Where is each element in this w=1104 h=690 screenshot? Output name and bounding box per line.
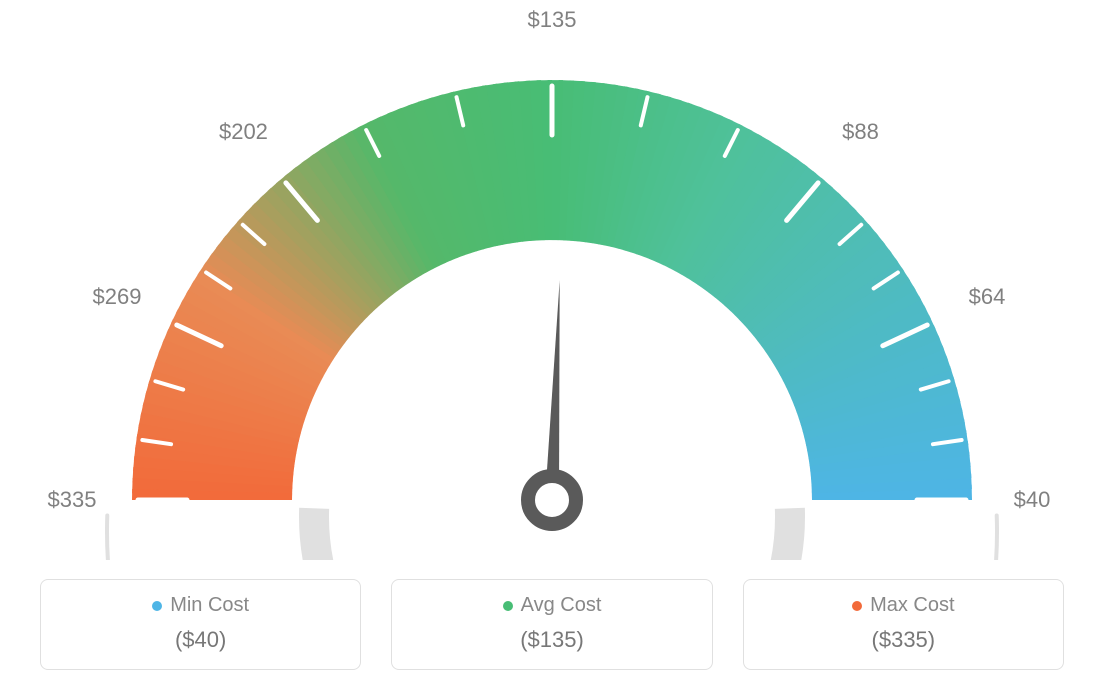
legend-avg-dot: [503, 601, 513, 611]
legend-card-avg: Avg Cost ($135): [391, 579, 712, 670]
legend-min-row: Min Cost: [51, 594, 350, 617]
legend-max-dot: [852, 601, 862, 611]
gauge-svg: [0, 0, 1104, 560]
legend-avg-value: ($135): [402, 627, 701, 653]
legend-avg-row: Avg Cost: [402, 594, 701, 617]
gauge-tick-label: $64: [969, 284, 1006, 310]
legend-avg-label: Avg Cost: [521, 594, 602, 617]
gauge-tick-label: $202: [219, 119, 268, 145]
legend-min-value: ($40): [51, 627, 350, 653]
legend-max-label: Max Cost: [870, 594, 954, 617]
cost-gauge-chart: $40 $64 $88 $135 $202 $269 $335 Min Cost ($40)…: [0, 0, 1104, 690]
gauge-tick-label: $335: [48, 487, 97, 513]
gauge-tick-label: $135: [528, 7, 577, 33]
legend-card-min: Min Cost ($40): [40, 579, 361, 670]
legend-max-row: Max Cost: [754, 594, 1053, 617]
gauge-tick-label: $88: [842, 119, 879, 145]
legend-row: Min Cost ($40) Avg Cost ($135) Max Cost …: [0, 579, 1104, 670]
legend-min-dot: [152, 601, 162, 611]
gauge-tick-label: $40: [1014, 487, 1051, 513]
legend-card-max: Max Cost ($335): [743, 579, 1064, 670]
gauge-area: $40 $64 $88 $135 $202 $269 $335: [0, 0, 1104, 560]
legend-min-label: Min Cost: [170, 594, 249, 617]
legend-max-value: ($335): [754, 627, 1053, 653]
gauge-tick-label: $269: [92, 284, 141, 310]
